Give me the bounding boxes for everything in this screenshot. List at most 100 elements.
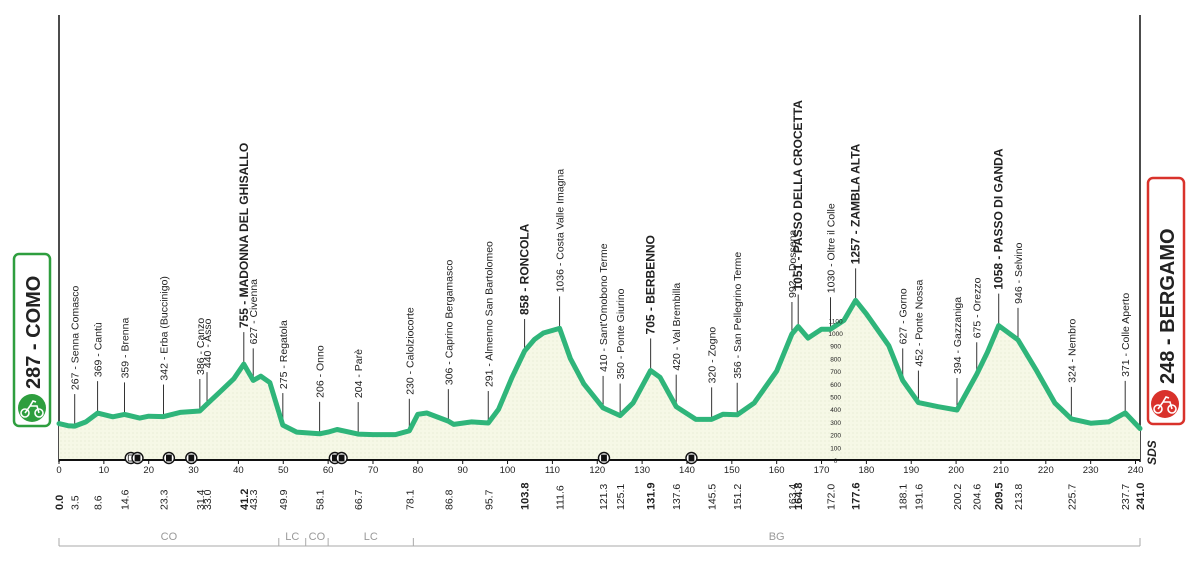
waypoint-label: 858 - RONCOLA — [518, 223, 532, 315]
start-box — [12, 252, 52, 428]
waypoint-label: 320 - Zogno — [707, 327, 719, 384]
waypoint-label: 755 - MADONNA DEL GHISALLO — [237, 143, 251, 328]
x-tick-label: 220 — [1038, 465, 1054, 476]
x-tick-label: 200 — [948, 465, 964, 476]
waypoint-km: 86.8 — [443, 489, 455, 510]
waypoint-label: 440 - Asso — [202, 318, 214, 368]
waypoint-km: 43.3 — [248, 489, 260, 510]
water-icon-glyph — [165, 454, 172, 462]
waypoint-km: 58.1 — [315, 489, 327, 510]
waypoint-label: 992 - Dossena — [787, 230, 799, 298]
water-icon-glyph — [688, 454, 695, 462]
waypoint-label: 350 - Ponte Giurino — [615, 288, 627, 379]
waypoint-label: 1030 - Oltre il Colle — [826, 203, 838, 293]
waypoint-label: 410 - Sant'Omobono Terme — [598, 243, 610, 372]
province-label: BG — [769, 531, 785, 543]
waypoint-km: 3.5 — [70, 495, 82, 510]
x-tick-label: 10 — [99, 465, 110, 476]
waypoint-label: 371 - Colle Aperto — [1120, 293, 1132, 377]
waypoint-label: 627 - Civenna — [248, 279, 260, 345]
waypoint-km: 78.1 — [404, 489, 416, 510]
waypoint-km: 191.6 — [913, 484, 925, 510]
distance-axis: 0 10 20 30 40 50 60 70 80 90 100 110 120 130 140 150 160… — [56, 460, 1143, 476]
finish-box — [1146, 176, 1186, 426]
waypoint-km: 200.2 — [952, 484, 964, 510]
cyclist-wheel-back — [20, 408, 30, 418]
waypoint-label: 420 - Val Brembilla — [671, 283, 683, 371]
waypoint-label: 1058 - PASSO DI GANDA — [992, 148, 1006, 289]
finish-badge: 248 - BERGAMO — [1146, 176, 1186, 426]
waypoint-km: 31.4 — [195, 489, 207, 510]
altitude-scale-tick: 100 — [830, 445, 841, 452]
cyclist-wheel-back — [1153, 404, 1163, 414]
x-tick-label: 190 — [903, 465, 919, 476]
waypoint-km: 111.6 — [555, 485, 567, 510]
x-tick-label: 180 — [858, 465, 874, 476]
x-tick-label: 170 — [814, 465, 830, 476]
waypoint-km: 177.6 — [851, 482, 863, 510]
start-badge: 287 - COMO — [12, 252, 52, 428]
altitude-scale-tick: 1100 — [829, 318, 843, 325]
altitude-scale-tick: 800 — [830, 356, 841, 363]
province-bar: CO LC CO LC BG — [58, 531, 1141, 547]
waypoint-km: 41.2 — [239, 489, 251, 510]
waypoint-label: 230 - Calolziocorte — [404, 307, 416, 395]
waypoint-km: 188.1 — [898, 484, 910, 510]
x-tick-label: 60 — [323, 465, 334, 476]
cyclist-icon — [1153, 396, 1177, 414]
route-icons — [124, 451, 698, 465]
waypoint-label: 342 - Erba (Buccinigo) — [159, 276, 171, 380]
waypoint-label: 204 - Parè — [353, 349, 365, 398]
waypoint-label: 291 - Almenno San Bartolomeo — [483, 241, 495, 387]
waypoint-layer: 267 - Senna Comasco 369 - Cantù 359 - Bren… — [70, 100, 1132, 460]
water-icon-glyph — [188, 454, 195, 462]
waypoint-km: 121.3 — [598, 484, 610, 510]
profile-area-layer — [56, 297, 1143, 460]
profile-line — [56, 297, 1143, 438]
waypoint-km: 103.8 — [520, 482, 532, 510]
water-icon-glyph — [134, 454, 141, 462]
sds-label: SDS — [1145, 440, 1159, 465]
cyclist-wheel-front — [34, 408, 44, 418]
waypoint-km: 145.5 — [707, 484, 719, 510]
waypoint-label: 324 - Nembro — [1066, 318, 1078, 382]
waypoint-label: 275 - Regatola — [278, 320, 290, 389]
waypoint-km: 131.9 — [646, 482, 658, 510]
waypoint-label: 394 - Gazzaniga — [952, 297, 964, 374]
x-tick-label: 40 — [233, 465, 244, 476]
cyclist-frame — [1157, 396, 1173, 410]
x-tick-label: 100 — [500, 465, 516, 476]
waypoint-km: 163.4 — [787, 484, 799, 510]
waypoint-km: 23.3 — [159, 489, 171, 510]
waypoint-km: 204.6 — [972, 484, 984, 510]
x-tick-label: 140 — [679, 465, 695, 476]
x-tick-label: 90 — [457, 465, 468, 476]
x-tick-label: 130 — [634, 465, 650, 476]
x-tick-label: 80 — [413, 465, 424, 476]
waypoint-km: 95.7 — [483, 489, 495, 510]
altitude-scale-tick: 200 — [830, 433, 841, 440]
x-tick-label: 150 — [724, 465, 740, 476]
waypoint-km: 0.0 — [54, 495, 66, 510]
waypoint-label: 306 - Caprino Bergamasco — [443, 259, 455, 385]
province-label: LC — [285, 531, 299, 543]
x-tick-label: 120 — [589, 465, 605, 476]
altitude-scale-tick: 400 — [830, 407, 841, 414]
waypoint-km: 66.7 — [353, 489, 365, 510]
altitude-scale-tick: 900 — [830, 344, 841, 351]
x-tick-label: 210 — [993, 465, 1009, 476]
water-icon-glyph — [601, 454, 607, 462]
x-tick-label: 20 — [143, 465, 154, 476]
waypoint-label: 267 - Senna Comasco — [70, 285, 82, 390]
altitude-scale-tick: 700 — [830, 369, 841, 376]
cyclist-icon — [20, 400, 44, 418]
altitude-scale-tick: 600 — [830, 382, 841, 389]
x-tick-label: 230 — [1083, 465, 1099, 476]
province-label: CO — [309, 531, 326, 543]
waypoint-km: 164.8 — [793, 482, 805, 510]
waypoint-km: 14.6 — [119, 489, 131, 510]
waypoint-label: 946 - Selvino — [1013, 242, 1025, 303]
waypoint-km: 151.2 — [732, 484, 744, 510]
waypoint-label: 369 - Cantù — [93, 322, 105, 377]
x-tick-label: 160 — [769, 465, 785, 476]
